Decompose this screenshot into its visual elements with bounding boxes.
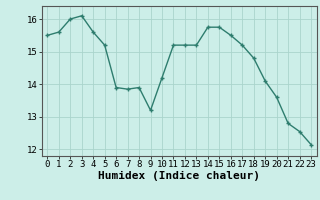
X-axis label: Humidex (Indice chaleur): Humidex (Indice chaleur) xyxy=(98,171,260,181)
